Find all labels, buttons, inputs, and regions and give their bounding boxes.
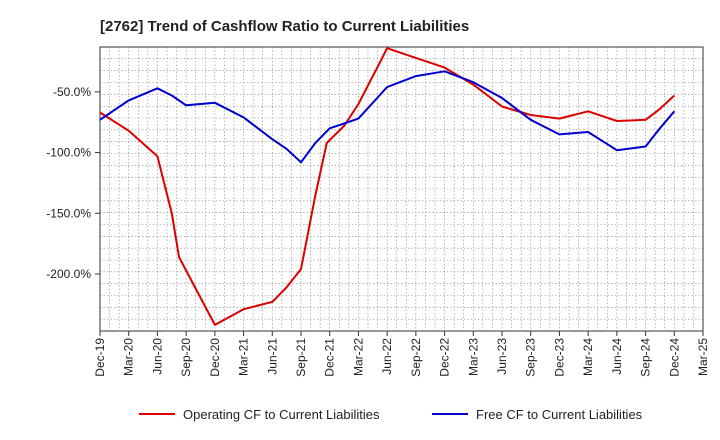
y-axis: -50.0% -100.0% -150.0% -200.0% [46,85,100,281]
x-tick-label: Sep-24 [639,338,653,377]
x-tick-label: Sep-22 [409,338,423,377]
x-tick-label: Mar-25 [696,338,710,376]
x-tick-label: Dec-23 [552,338,566,377]
legend: Operating CF to Current Liabilities Free … [139,407,643,422]
x-tick-label: Dec-21 [323,338,337,377]
x-tick-label: Mar-20 [122,338,136,376]
series-layer [99,47,676,326]
x-tick-label: Dec-24 [667,338,681,377]
x-tick-label: Sep-21 [294,338,308,377]
legend-label: Free CF to Current Liabilities [476,407,643,422]
x-tick-label: Mar-22 [351,338,365,376]
series-line-operating-cf [99,47,675,326]
x-tick-label: Mar-23 [466,338,480,376]
x-axis: Dec-19 Mar-20 Jun-20 Sep-20 Dec-20 Mar-21 Jun-… [93,331,710,377]
x-tick-label: Sep-20 [179,338,193,377]
x-tick-label: Dec-19 [93,338,107,377]
plot-frame [99,46,704,332]
x-tick-label: Dec-22 [438,338,452,377]
series-line-free-cf [99,70,676,164]
y-tick-label: -150.0% [46,206,91,220]
x-tick-label: Mar-24 [581,338,595,376]
y-tick-label: -100.0% [46,146,91,160]
grid [100,47,703,331]
legend-label: Operating CF to Current Liabilities [183,407,380,422]
x-tick-label: Jun-23 [495,338,509,375]
x-tick-label: Jun-24 [610,338,624,375]
x-tick-label: Dec-20 [208,338,222,377]
x-tick-label: Sep-23 [524,338,538,377]
x-tick-label: Jun-22 [380,338,394,375]
y-tick-label: -50.0% [53,85,91,99]
x-tick-label: Mar-21 [237,338,251,376]
x-tick-label: Jun-21 [265,338,279,375]
x-tick-label: Jun-20 [150,338,164,375]
chart-title: [2762] Trend of Cashflow Ratio to Curren… [100,18,469,35]
y-tick-label: -200.0% [46,267,91,281]
